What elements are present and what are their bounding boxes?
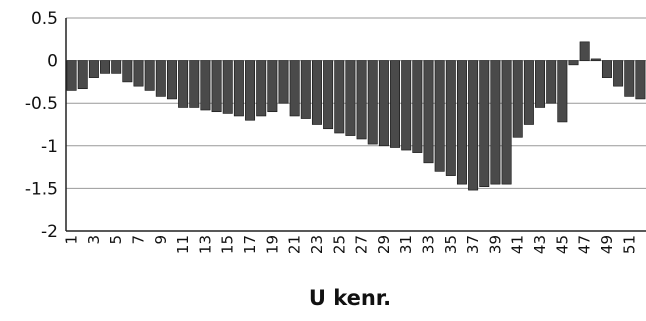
x-tick-label: 47: [576, 235, 594, 254]
y-tick-label: -1.5: [25, 179, 58, 199]
bar: [111, 60, 122, 74]
x-tick-label: 13: [196, 235, 214, 254]
bar: [468, 60, 479, 191]
bar: [456, 60, 467, 185]
x-tick-label: 11: [174, 235, 192, 254]
chart-title: U kenr.: [309, 286, 391, 310]
bar: [613, 60, 624, 87]
x-tick-label: 33: [420, 235, 438, 254]
bar: [233, 60, 244, 117]
x-tick-label: 29: [375, 235, 393, 254]
bar: [200, 60, 211, 111]
bar: [178, 60, 189, 108]
bar: [434, 60, 445, 172]
bar: [601, 60, 612, 78]
x-tick-label: 51: [620, 235, 638, 254]
bar: [334, 60, 345, 134]
bar: [512, 60, 523, 138]
bar: [378, 60, 389, 147]
bar: [256, 60, 267, 117]
x-tick-label: 17: [241, 235, 259, 254]
y-tick-label: -2: [41, 222, 58, 242]
bar: [367, 60, 378, 145]
bar: [423, 60, 434, 164]
bar: [166, 60, 177, 100]
x-tick-label: 39: [486, 235, 504, 254]
x-tick-label: 35: [442, 235, 460, 254]
bar: [100, 60, 111, 74]
x-tick-label: 3: [85, 235, 103, 245]
bar: [133, 60, 144, 87]
bar: [66, 60, 77, 91]
bar: [122, 60, 133, 83]
bar: [401, 60, 412, 151]
bar: [590, 58, 601, 61]
bar: [144, 60, 155, 91]
bar: [155, 60, 166, 97]
bar: [445, 60, 456, 176]
x-tick-label: 19: [263, 235, 281, 254]
bar: [412, 60, 423, 153]
bar: [535, 60, 546, 108]
x-tick-label: 41: [509, 235, 527, 254]
x-tick-label: 27: [353, 235, 371, 254]
bar: [278, 60, 289, 104]
bar: [523, 60, 534, 125]
x-tick-label: 49: [598, 235, 616, 254]
bar: [624, 60, 635, 97]
x-tick-label: 9: [152, 235, 170, 245]
bar: [88, 60, 99, 78]
y-tick-label: -0.5: [25, 94, 58, 114]
x-tick-label: 25: [330, 235, 348, 254]
x-tick-label: 15: [219, 235, 237, 254]
bar: [356, 60, 367, 140]
bar: [579, 41, 590, 61]
x-tick-label: 31: [397, 235, 415, 254]
bar: [77, 60, 88, 90]
bar: [635, 60, 646, 100]
x-tick-label: 43: [531, 235, 549, 254]
x-tick-label: 21: [286, 235, 304, 254]
x-tick-label: 1: [63, 235, 81, 245]
bar: [390, 60, 401, 148]
bar: [557, 60, 568, 123]
bar: [289, 60, 300, 117]
bar: [345, 60, 356, 136]
x-tick-label: 7: [130, 235, 148, 245]
bar: [311, 60, 322, 125]
bar: [546, 60, 557, 104]
bar: [490, 60, 501, 185]
y-tick-label: 0.5: [31, 9, 58, 29]
bar: [479, 60, 490, 187]
x-tick-label: 45: [553, 235, 571, 254]
bar: [300, 60, 311, 119]
bar: [189, 60, 200, 108]
bar: [501, 60, 512, 185]
bar: [323, 60, 334, 130]
x-tick-label: 5: [107, 235, 125, 245]
bar: [211, 60, 222, 113]
bar: [245, 60, 256, 121]
bar: [267, 60, 278, 113]
x-tick-label: 23: [308, 235, 326, 254]
y-tick-label: -1: [41, 137, 58, 157]
y-tick-label: 0: [47, 52, 58, 72]
x-tick-label: 37: [464, 235, 482, 254]
bar: [568, 60, 579, 66]
bar: [222, 60, 233, 114]
